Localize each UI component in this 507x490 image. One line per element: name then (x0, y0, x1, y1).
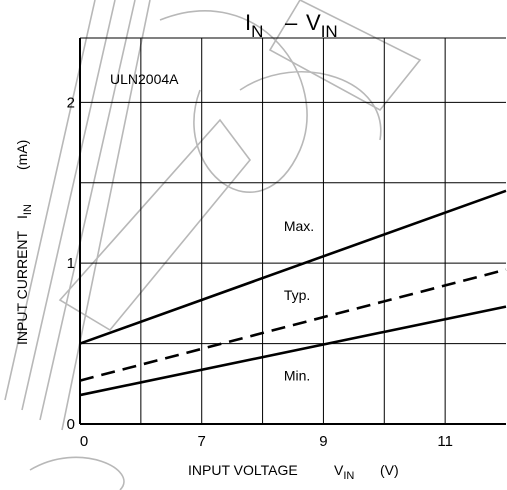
svg-text:VIN: VIN (306, 10, 338, 41)
data-series: Max. Typ. Min. (79, 189, 507, 397)
series-label: Max. (284, 218, 314, 234)
y-tick-label: 1 (67, 255, 75, 272)
y-tick-label: 2 (67, 94, 75, 111)
svg-text:IIN: IIN (14, 204, 34, 219)
chart-title-v: V (306, 10, 321, 35)
chart-title-v-sub: IN (321, 22, 338, 41)
y-axis-label-sub: IN (22, 204, 34, 215)
y-axis-label-unit: (mA) (14, 140, 30, 170)
svg-text:IN: IN (245, 10, 263, 41)
x-tick-label: 11 (437, 433, 453, 450)
y-tick-label: 0 (67, 416, 75, 433)
x-axis-label: INPUT VOLTAGE VIN (V) (188, 462, 399, 482)
x-axis-label-unit: (V) (380, 462, 399, 478)
y-axis-label: INPUT CURRENT IIN (mA) (14, 140, 34, 345)
chart-title-dash: – (285, 10, 298, 35)
x-axis-label-sub: IN (343, 470, 354, 482)
series-line-min (79, 305, 507, 397)
x-axis-label-text: INPUT VOLTAGE (188, 462, 298, 478)
x-tick-label: 0 (80, 433, 88, 450)
grid-lines (80, 38, 506, 424)
series-label: Typ. (284, 287, 310, 303)
svg-text:VIN: VIN (334, 462, 354, 482)
plot-frame (79, 37, 506, 425)
device-annotation: ULN2004A (110, 71, 179, 87)
x-tick-label: 7 (198, 433, 206, 450)
chart-title-main: I (245, 10, 251, 35)
x-tick-label: 9 (319, 433, 327, 450)
series-line-typ (79, 268, 507, 382)
series-label: Min. (284, 368, 310, 384)
tick-labels: 0 7 9 11 0 1 2 (67, 94, 453, 450)
x-axis-label-symbol: V (334, 462, 344, 478)
chart-title-sub: N (251, 22, 263, 41)
chart-title: IN – VIN (245, 10, 338, 41)
y-axis-label-symbol: I (14, 215, 30, 219)
y-axis-label-text: INPUT CURRENT (14, 230, 30, 345)
series-line-max (79, 189, 507, 345)
